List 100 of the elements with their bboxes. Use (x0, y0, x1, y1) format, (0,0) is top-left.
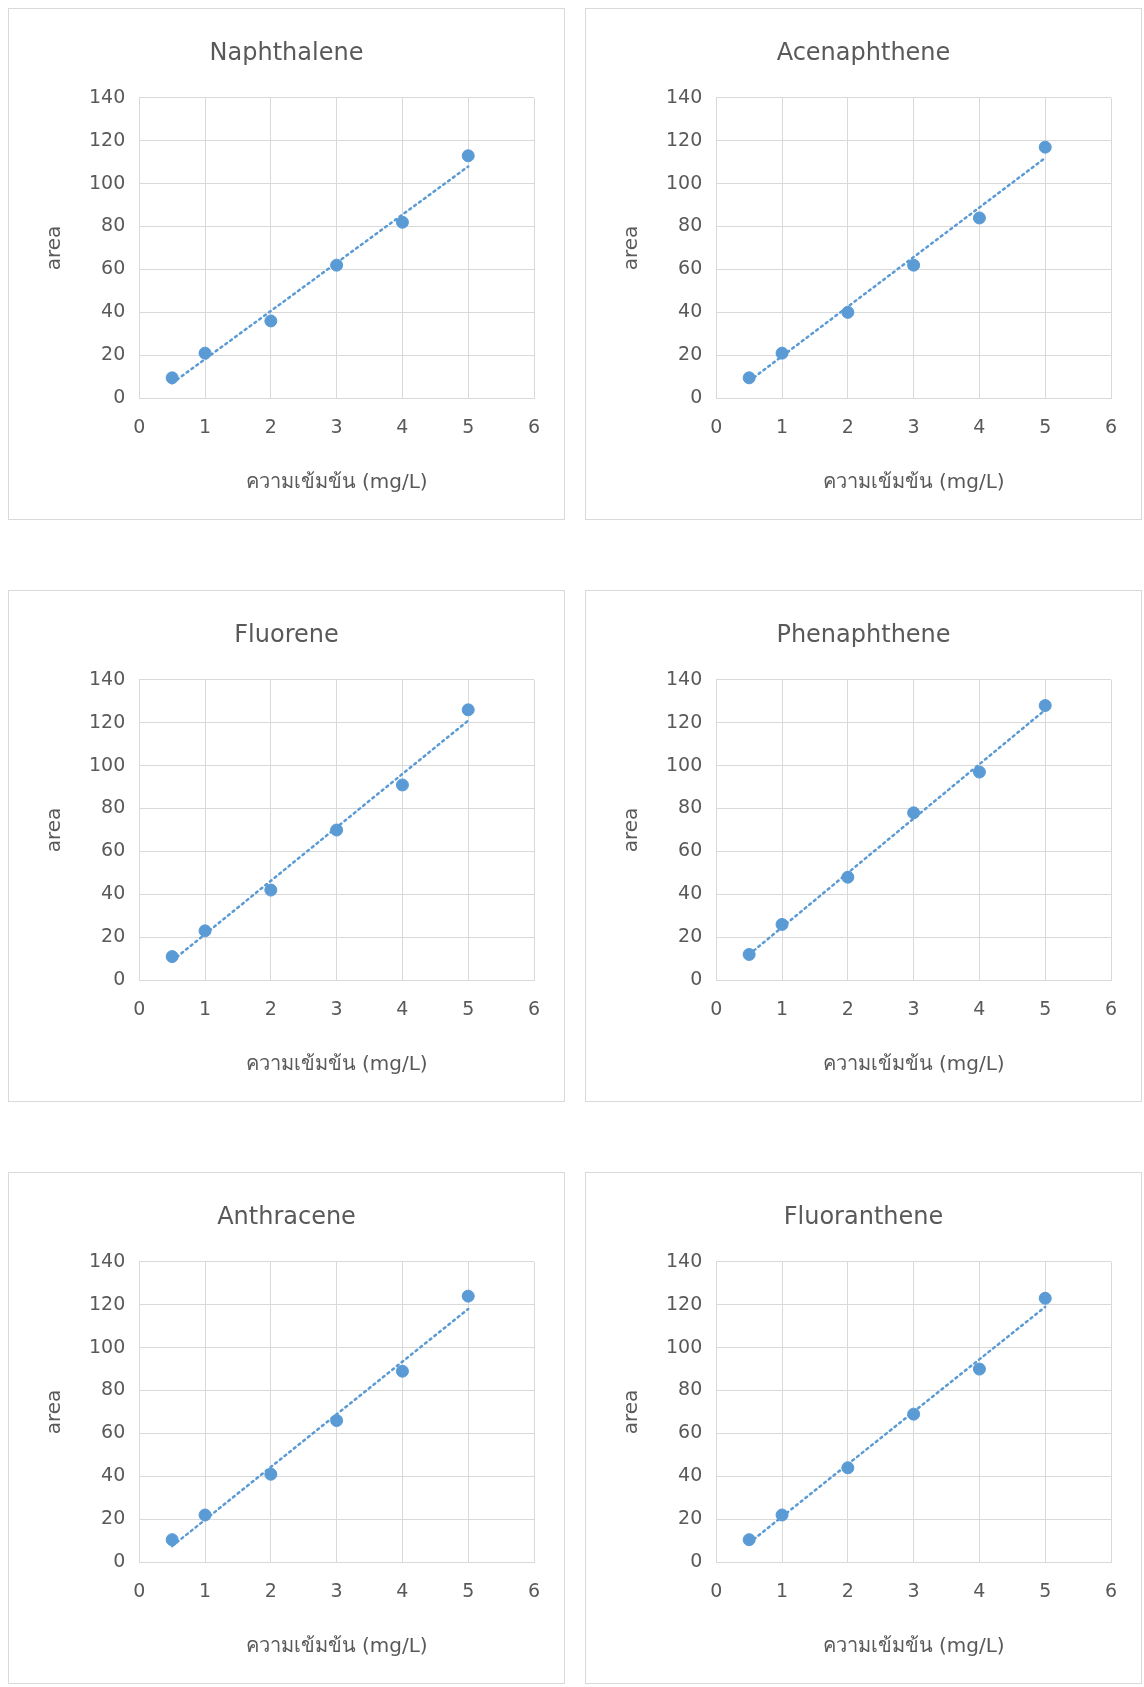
y-axis-title: area (618, 1389, 643, 1435)
y-tick-label: 0 (690, 967, 703, 990)
y-tick-label: 120 (666, 1291, 703, 1314)
x-tick-label: 1 (199, 1578, 212, 1601)
point (972, 211, 986, 225)
point (264, 1467, 278, 1481)
x-tick-label: 0 (133, 1578, 146, 1601)
x-axis-title: ความเข้มข้น (mg/L) (822, 469, 1005, 494)
point (395, 778, 409, 792)
y-tick-label: 40 (101, 1463, 126, 1486)
y-axis-title: area (41, 807, 66, 853)
x-tick-label: 5 (462, 414, 475, 437)
y-tick-label: 0 (113, 1549, 126, 1572)
y-tick-label: 100 (89, 1334, 126, 1357)
x-tick-label: 4 (396, 996, 409, 1019)
x-tick-label: 6 (527, 414, 541, 437)
x-tick-label: 2 (841, 1578, 854, 1601)
y-tick-label: 0 (690, 385, 703, 408)
x-tick-label: 4 (973, 1578, 986, 1601)
chart-title: Fluoranthene (783, 1201, 944, 1230)
y-tick-label: 60 (678, 1420, 703, 1443)
point (461, 149, 475, 163)
point (330, 1414, 344, 1428)
point (1038, 140, 1052, 154)
x-tick-label: 2 (264, 1578, 277, 1601)
y-tick-label: 40 (678, 881, 703, 904)
y-tick-label: 40 (101, 299, 126, 322)
x-tick-label: 1 (199, 996, 212, 1019)
x-tick-label: 1 (776, 1578, 789, 1601)
x-tick-label: 6 (527, 1578, 541, 1601)
x-tick-label: 1 (199, 414, 212, 437)
y-tick-label: 140 (89, 666, 126, 689)
x-tick-label: 3 (330, 996, 343, 1019)
y-tick-label: 140 (666, 1248, 703, 1271)
y-tick-label: 140 (89, 1248, 126, 1271)
y-tick-label: 20 (678, 1506, 703, 1529)
y-tick-label: 80 (101, 795, 126, 818)
chart-title: Phenaphthene (776, 619, 951, 648)
y-tick-label: 20 (101, 1506, 126, 1529)
x-tick-label: 4 (973, 996, 986, 1019)
y-tick-label: 100 (666, 170, 703, 193)
y-tick-label: 80 (678, 1377, 703, 1400)
point (1038, 699, 1052, 713)
point (907, 806, 921, 820)
point (972, 765, 986, 779)
y-tick-label: 40 (101, 881, 126, 904)
x-tick-label: 0 (133, 414, 146, 437)
x-tick-label: 4 (396, 1578, 409, 1601)
x-tick-label: 5 (462, 996, 475, 1019)
y-axis-title: area (618, 225, 643, 271)
y-tick-label: 140 (666, 666, 703, 689)
y-tick-label: 80 (678, 213, 703, 236)
x-axis-title: ความเข้มข้น (mg/L) (245, 1051, 428, 1076)
y-tick-label: 100 (89, 170, 126, 193)
y-axis-title: area (41, 225, 66, 271)
y-tick-label: 20 (678, 342, 703, 365)
x-axis-title: ความเข้มข้น (mg/L) (245, 1633, 428, 1658)
x-tick-label: 6 (1104, 1578, 1118, 1601)
point (972, 1362, 986, 1376)
x-tick-label: 3 (330, 414, 343, 437)
y-tick-label: 100 (666, 1334, 703, 1357)
y-tick-label: 20 (101, 342, 126, 365)
y-axis-title: area (618, 807, 643, 853)
x-tick-label: 2 (841, 414, 854, 437)
y-tick-label: 0 (113, 967, 126, 990)
y-tick-label: 60 (101, 1420, 126, 1443)
y-tick-label: 80 (101, 1377, 126, 1400)
x-tick-label: 0 (710, 414, 723, 437)
y-axis-title: area (41, 1389, 66, 1435)
point (395, 215, 409, 229)
point (264, 883, 278, 897)
x-tick-label: 4 (396, 414, 409, 437)
chart-title: Naphthalene (209, 37, 364, 66)
y-tick-label: 140 (89, 84, 126, 107)
point (198, 1508, 212, 1522)
y-tick-label: 80 (678, 795, 703, 818)
chart-title: Fluorene (234, 619, 339, 648)
y-tick-label: 100 (89, 752, 126, 775)
chart-title: Acenaphthene (776, 37, 951, 66)
y-tick-label: 120 (89, 127, 126, 150)
x-tick-label: 3 (907, 1578, 920, 1601)
x-tick-label: 5 (1039, 414, 1052, 437)
x-axis-title: ความเข้มข้น (mg/L) (822, 1633, 1005, 1658)
x-axis-title: ความเข้มข้น (mg/L) (822, 1051, 1005, 1076)
x-tick-label: 6 (527, 996, 541, 1019)
point (264, 314, 278, 328)
y-tick-label: 40 (678, 1463, 703, 1486)
y-tick-label: 60 (101, 256, 126, 279)
y-tick-label: 60 (678, 256, 703, 279)
point (461, 1289, 475, 1303)
y-tick-label: 100 (666, 752, 703, 775)
y-tick-label: 60 (678, 838, 703, 861)
point (198, 346, 212, 360)
point (395, 1364, 409, 1378)
point (165, 950, 179, 964)
y-tick-label: 120 (666, 709, 703, 732)
y-tick-label: 120 (89, 709, 126, 732)
x-tick-label: 2 (264, 414, 277, 437)
x-tick-label: 5 (462, 1578, 475, 1601)
point (165, 1533, 179, 1547)
